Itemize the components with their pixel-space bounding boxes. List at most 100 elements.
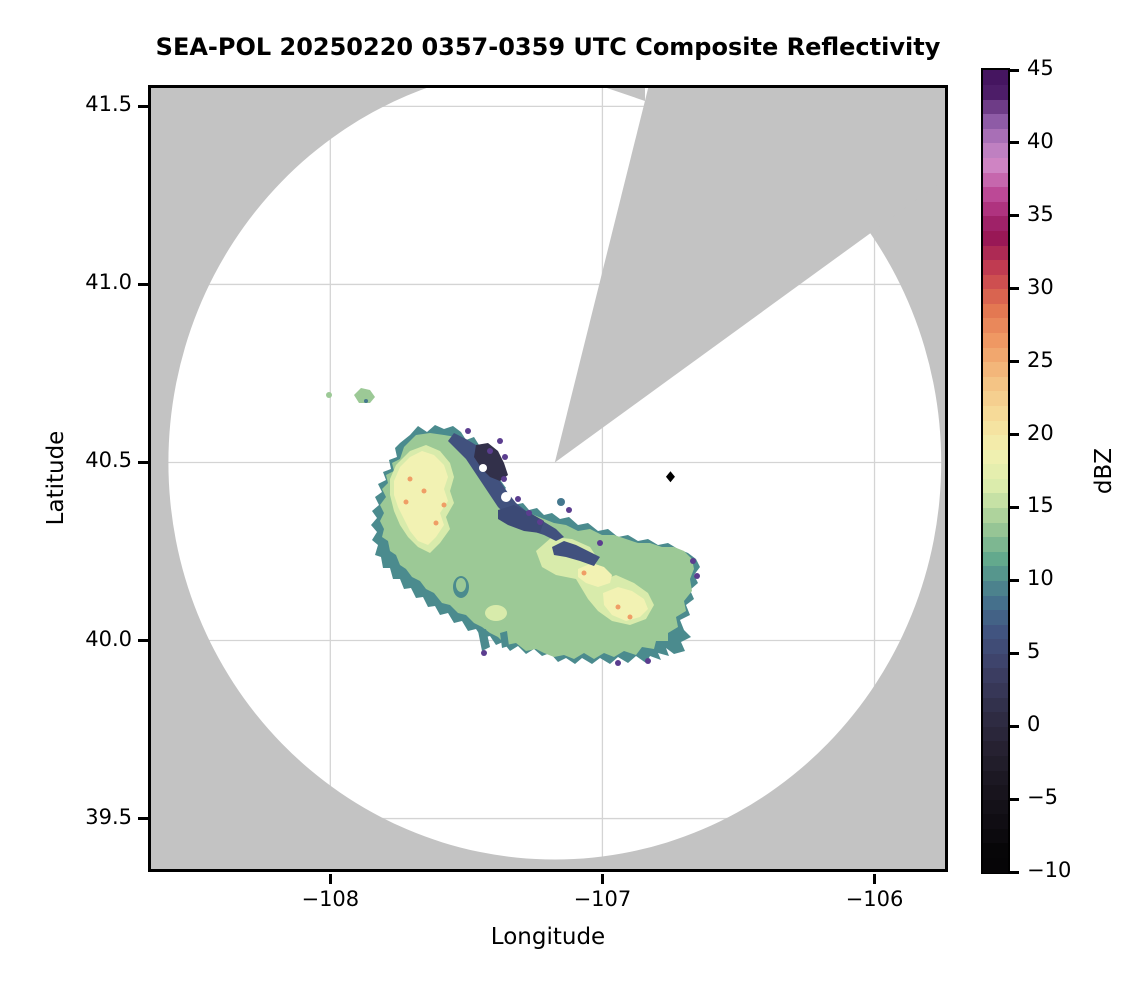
x-tick-label: −108 [301, 887, 360, 911]
colorbar-tick [1010, 214, 1019, 218]
x-axis-label: Longitude [490, 924, 606, 950]
y-tick [138, 104, 148, 108]
echo-orange-specks [421, 488, 427, 494]
echo-orange-specks [433, 520, 439, 526]
echo-purple-fringe [502, 454, 508, 460]
echo-purple-fringe [690, 558, 696, 564]
colorbar-tick-label: 40 [1027, 128, 1054, 153]
echo-orange-specks [615, 604, 621, 610]
colorbar-segment [983, 667, 1008, 684]
colorbar-segment [983, 682, 1008, 698]
chart-title: SEA-POL 20250220 0357-0359 UTC Composite… [155, 33, 941, 61]
echo-purple-fringe [537, 519, 543, 525]
y-tick [138, 460, 148, 464]
colorbar-segment [983, 347, 1008, 363]
colorbar-tick [1010, 870, 1019, 874]
colorbar-tick [1010, 578, 1019, 582]
colorbar-segment [983, 390, 1008, 406]
echo-purple-fringe [645, 658, 651, 664]
colorbar-tick-label: 0 [1027, 712, 1041, 737]
echo-orange-specks [581, 570, 587, 576]
colorbar-segment [983, 463, 1008, 479]
x-tick [873, 874, 877, 884]
colorbar-segment [983, 769, 1008, 786]
colorbar-segment [983, 522, 1008, 538]
map-plot-area [148, 0, 1122, 872]
colorbar-segment [983, 580, 1008, 596]
colorbar [981, 68, 1010, 874]
echo-speck [354, 388, 375, 403]
colorbar-segment [983, 492, 1008, 509]
colorbar-tick-label: 30 [1027, 274, 1054, 299]
colorbar-segment [983, 857, 1008, 873]
echo-blue-arm [552, 541, 600, 566]
north-gap-notch [598, 85, 645, 101]
colorbar-tick-label: 5 [1027, 639, 1041, 664]
x-tick [600, 874, 604, 884]
colorbar-segment [983, 259, 1008, 275]
colorbar-segment [983, 434, 1008, 450]
echo-navy [474, 443, 508, 481]
colorbar-segment [983, 215, 1008, 231]
echo-purple-fringe [481, 650, 487, 656]
echo-foot-core [485, 605, 507, 621]
colorbar-segment [983, 405, 1008, 421]
colorbar-tick [1010, 68, 1019, 72]
colorbar-tick [1010, 505, 1019, 509]
colorbar-segment [983, 551, 1008, 567]
echo-purple-fringe [615, 660, 621, 666]
echo-hole [479, 464, 487, 472]
colorbar-segment [983, 230, 1008, 246]
colorbar-tick-label: −10 [1027, 858, 1072, 882]
echo-orange-specks [407, 476, 413, 482]
echo-speck [326, 392, 332, 398]
colorbar-segment [983, 274, 1008, 290]
colorbar-segment [983, 799, 1008, 815]
colorbar-tick-label: 35 [1027, 201, 1054, 226]
x-tick-label: −107 [573, 887, 632, 911]
colorbar-segment [983, 244, 1008, 261]
echo-purple-fringe [497, 438, 503, 444]
y-tick [138, 282, 148, 286]
y-tick [138, 639, 148, 643]
echo-purple-fringe [597, 540, 603, 546]
radar-map [148, 0, 1122, 872]
colorbar-tick-label: 25 [1027, 347, 1054, 372]
colorbar-segment [983, 726, 1008, 742]
colorbar-tick [1010, 287, 1019, 291]
colorbar-segment [983, 201, 1008, 217]
echo-orange-specks [403, 499, 409, 505]
echo-hole [501, 492, 511, 502]
echo-pale-arm1 [578, 563, 612, 587]
colorbar-tick-label: 15 [1027, 493, 1054, 518]
echo-orange-specks [627, 614, 633, 620]
echo-leg [478, 629, 490, 651]
colorbar-tick-label: 10 [1027, 566, 1054, 591]
colorbar-segment [983, 70, 1008, 86]
colorbar-segment [983, 113, 1008, 129]
y-tick-label: 39.5 [85, 804, 132, 829]
colorbar-segment [983, 638, 1008, 654]
colorbar-segment [983, 740, 1008, 756]
colorbar-segment [983, 755, 1008, 771]
colorbar-segment [983, 288, 1008, 304]
echo-speck-edge [364, 399, 368, 403]
echo-west-blob [456, 578, 466, 592]
colorbar-segment [983, 813, 1008, 829]
colorbar-segment [983, 361, 1008, 377]
colorbar-segment [983, 842, 1008, 858]
site-marker-diamond [665, 471, 675, 483]
x-tick [328, 874, 332, 884]
echo-orange-specks [441, 502, 447, 508]
echo-leg [500, 631, 509, 648]
colorbar-segment [983, 172, 1008, 188]
colorbar-tick [1010, 797, 1019, 801]
echo-ne-bit-purple [566, 507, 572, 513]
colorbar-tick [1010, 651, 1019, 655]
echo-purple-fringe [501, 476, 507, 482]
colorbar-segment [983, 84, 1008, 100]
colorbar-segment [983, 419, 1008, 436]
echo-ne-bit [557, 498, 565, 506]
y-tick-label: 40.5 [85, 448, 132, 473]
colorbar-segment [983, 99, 1008, 115]
